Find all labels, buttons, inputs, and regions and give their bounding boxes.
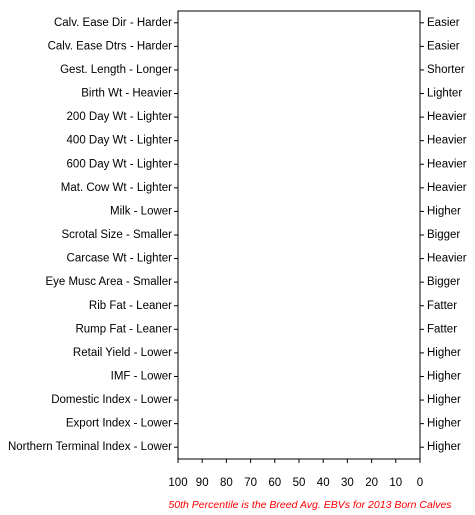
category-label: Retail Yield - Lower: [73, 347, 172, 359]
category-label: 200 Day Wt - Lighter: [67, 111, 173, 123]
x-tick-label: 30: [341, 477, 354, 489]
category-label: IMF - Lower: [111, 371, 173, 383]
right-label: Higher: [427, 205, 461, 217]
right-label: Lighter: [427, 88, 462, 100]
right-label: Heavier: [427, 111, 467, 123]
right-label: Heavier: [427, 158, 467, 170]
category-label: Scrotal Size - Smaller: [61, 229, 172, 241]
right-label: Bigger: [427, 229, 460, 241]
x-tick-label: 50: [293, 477, 306, 489]
right-label: Heavier: [427, 182, 467, 194]
x-tick-label: 90: [196, 477, 209, 489]
right-label: Higher: [427, 347, 461, 359]
right-label: Higher: [427, 441, 461, 453]
category-label: Northern Terminal Index - Lower: [8, 441, 172, 453]
x-tick-label: 20: [365, 477, 378, 489]
footnote: 50th Percentile is the Breed Avg. EBVs f…: [168, 499, 452, 511]
right-label: Heavier: [427, 253, 467, 265]
category-label: Calv. Ease Dtrs - Harder: [48, 40, 173, 52]
right-label: Higher: [427, 371, 461, 383]
category-label: Milk - Lower: [110, 205, 172, 217]
plot-frame: [177, 10, 421, 460]
category-label: Rib Fat - Leaner: [89, 300, 172, 312]
x-tick-label: 100: [168, 477, 187, 489]
category-label: Gest. Length - Longer: [60, 64, 172, 76]
right-label: Easier: [427, 17, 460, 29]
x-tick-label: 80: [220, 477, 233, 489]
x-tick-label: 70: [244, 477, 257, 489]
right-label: Higher: [427, 394, 461, 406]
category-label: Eye Musc Area - Smaller: [45, 276, 172, 288]
right-label: Fatter: [427, 323, 457, 335]
right-label: Easier: [427, 40, 460, 52]
x-tick-label: 40: [317, 477, 330, 489]
right-label: Heavier: [427, 135, 467, 147]
right-label: Higher: [427, 418, 461, 430]
category-label: Export Index - Lower: [66, 418, 172, 430]
category-label: 400 Day Wt - Lighter: [67, 135, 173, 147]
category-label: Mat. Cow Wt - Lighter: [61, 182, 172, 194]
category-label: Birth Wt - Heavier: [81, 88, 172, 100]
x-tick-label: 0: [417, 477, 423, 489]
x-tick-label: 60: [268, 477, 281, 489]
category-label: 600 Day Wt - Lighter: [67, 158, 173, 170]
category-label: Calv. Ease Dir - Harder: [54, 17, 172, 29]
category-label: Carcase Wt - Lighter: [67, 253, 173, 265]
category-label: Rump Fat - Leaner: [75, 323, 172, 335]
right-label: Fatter: [427, 300, 457, 312]
right-label: Shorter: [427, 64, 465, 76]
right-label: Bigger: [427, 276, 460, 288]
x-tick-label: 10: [389, 477, 402, 489]
category-label: Domestic Index - Lower: [51, 394, 172, 406]
